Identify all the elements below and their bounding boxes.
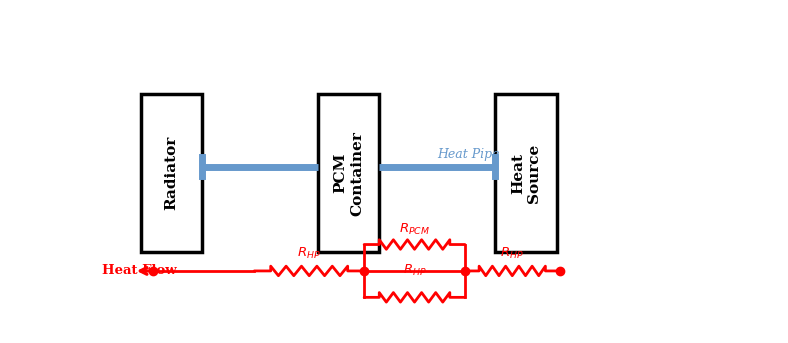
Bar	[496, 94, 556, 252]
Text: PCM
Container: PCM Container	[334, 131, 364, 216]
Text: $R_{PCM}$: $R_{PCM}$	[399, 222, 430, 237]
Text: $R_{HP}$: $R_{HP}$	[500, 246, 524, 261]
Text: Heat Flow: Heat Flow	[102, 264, 177, 277]
Bar	[318, 94, 379, 252]
Text: Heat
Source: Heat Source	[511, 144, 541, 203]
Text: Radiator: Radiator	[165, 136, 179, 210]
Text: $R_{HP}$: $R_{HP}$	[403, 263, 426, 279]
Text: Heat Pipe: Heat Pipe	[437, 148, 500, 161]
Text: $R_{HP}$: $R_{HP}$	[297, 246, 321, 261]
Bar	[141, 94, 203, 252]
